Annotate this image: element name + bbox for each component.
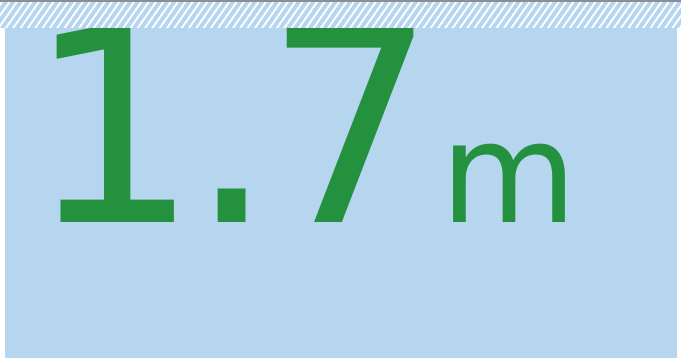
stat-figure: 1.7 m <box>27 28 577 264</box>
stat-panel: 1.7 m <box>5 28 677 358</box>
hatched-header-bar <box>0 0 681 28</box>
stat-value: 1.7 <box>27 28 436 286</box>
stat-unit: m <box>440 93 577 256</box>
